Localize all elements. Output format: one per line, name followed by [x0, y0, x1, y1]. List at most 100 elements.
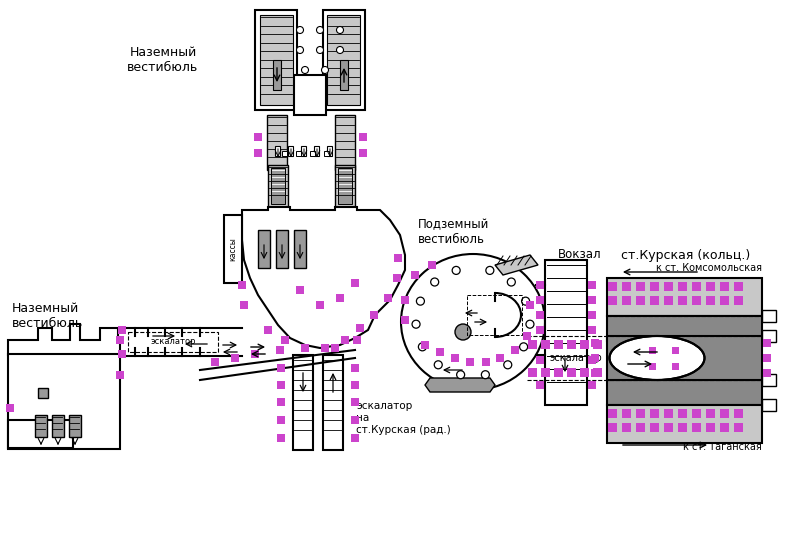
Bar — [296, 286, 304, 294]
Circle shape — [455, 324, 471, 340]
Bar — [672, 363, 679, 369]
Bar — [678, 282, 687, 290]
Text: Вокзал: Вокзал — [558, 247, 602, 261]
Bar — [622, 422, 630, 432]
Ellipse shape — [401, 254, 545, 390]
Bar — [733, 282, 743, 290]
Bar — [608, 422, 616, 432]
Bar — [296, 151, 301, 156]
Bar — [622, 295, 630, 305]
Bar — [118, 326, 126, 334]
Bar — [351, 434, 359, 442]
Bar — [649, 347, 656, 353]
Bar — [394, 254, 402, 262]
Bar — [254, 149, 262, 157]
Bar — [351, 381, 359, 389]
Bar — [536, 281, 544, 289]
Circle shape — [337, 26, 344, 34]
Bar — [288, 146, 293, 156]
Bar — [276, 230, 288, 268]
Bar — [281, 336, 289, 344]
Bar — [607, 405, 762, 443]
Bar — [536, 311, 544, 319]
Bar — [8, 354, 120, 449]
Bar — [351, 416, 359, 424]
Bar — [540, 368, 550, 376]
Bar — [536, 296, 544, 304]
Bar — [608, 282, 616, 290]
Bar — [401, 316, 409, 324]
Bar — [607, 380, 762, 405]
Bar — [316, 301, 324, 309]
Bar — [271, 168, 285, 204]
Bar — [314, 146, 319, 156]
Bar — [588, 281, 596, 289]
Bar — [554, 368, 562, 376]
Bar — [260, 15, 293, 105]
Bar — [588, 356, 596, 364]
Bar — [588, 326, 596, 334]
Bar — [327, 15, 360, 105]
Bar — [238, 281, 246, 289]
Bar — [664, 295, 672, 305]
Bar — [566, 368, 575, 376]
Bar — [323, 355, 343, 450]
Bar — [607, 316, 762, 341]
Bar — [393, 274, 401, 282]
Text: Наземный
вестибюль: Наземный вестибюль — [127, 46, 198, 74]
Bar — [664, 282, 672, 290]
Bar — [264, 326, 272, 334]
Bar — [649, 408, 659, 417]
Bar — [580, 368, 589, 376]
Bar — [301, 146, 306, 156]
Bar — [301, 344, 309, 352]
Bar — [359, 149, 367, 157]
Bar — [664, 422, 672, 432]
Bar — [451, 354, 459, 362]
Bar — [35, 415, 47, 437]
Bar — [762, 310, 776, 322]
Bar — [268, 165, 288, 207]
Bar — [733, 408, 743, 417]
Circle shape — [317, 26, 323, 34]
Bar — [649, 422, 659, 432]
Bar — [496, 354, 504, 362]
Circle shape — [452, 267, 460, 274]
Circle shape — [431, 278, 438, 286]
Bar — [691, 282, 701, 290]
Bar — [436, 348, 444, 356]
Bar — [762, 399, 776, 411]
Bar — [566, 339, 575, 348]
Text: эскалатор: эскалатор — [150, 337, 196, 347]
Polygon shape — [8, 324, 120, 355]
Bar — [649, 295, 659, 305]
Bar — [38, 388, 48, 398]
Bar — [331, 344, 339, 352]
Bar — [762, 374, 776, 386]
Circle shape — [486, 267, 494, 274]
Circle shape — [317, 46, 323, 54]
Bar — [293, 355, 313, 450]
Bar — [428, 261, 436, 269]
Circle shape — [507, 278, 515, 286]
Bar — [649, 363, 656, 369]
Bar — [255, 10, 297, 110]
Bar — [536, 326, 544, 334]
Text: эскалатор
на
ст.Курская (рад.): эскалатор на ст.Курская (рад.) — [356, 401, 451, 434]
Bar — [401, 296, 409, 304]
Bar — [591, 339, 599, 347]
Polygon shape — [495, 255, 538, 275]
Bar — [536, 381, 544, 389]
Bar — [592, 339, 601, 348]
Bar — [258, 230, 270, 268]
Bar — [294, 230, 306, 268]
Bar — [341, 336, 349, 344]
Bar — [588, 296, 596, 304]
Bar — [635, 282, 645, 290]
Bar — [224, 215, 242, 283]
Circle shape — [419, 343, 427, 351]
Bar — [545, 260, 587, 405]
Bar — [351, 279, 359, 287]
Bar — [607, 336, 762, 380]
Bar — [411, 271, 419, 279]
